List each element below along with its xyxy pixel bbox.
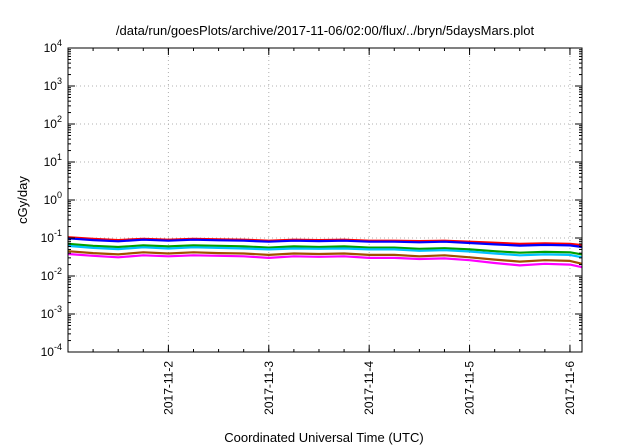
- y-tick-label: 10-3: [41, 304, 62, 321]
- y-tick-label: 100: [44, 190, 62, 207]
- series-line: [67, 237, 583, 249]
- y-axis-label: cGy/day: [15, 176, 30, 224]
- y-tick-label: 103: [44, 76, 62, 93]
- x-axis: 2017-11-2 2017-11-3 2017-11-4 2017-11-5 2017…: [67, 48, 577, 415]
- y-tick-label: 10-2: [41, 266, 62, 283]
- x-tick-label: 2017-11-3: [262, 361, 276, 415]
- series-layer: [67, 236, 583, 269]
- series-line: [67, 252, 583, 269]
- y-tick-label: 101: [44, 152, 62, 169]
- series-line: [67, 250, 583, 265]
- series-line: [67, 244, 583, 259]
- x-tick-label: 2017-11-6: [563, 361, 577, 415]
- x-tick-label: 2017-11-4: [362, 361, 376, 415]
- series-line: [67, 242, 583, 256]
- y-tick-label: 10-4: [41, 342, 62, 359]
- y-axis: 10-4 10-3 10-2 10-1 100 101 102 103 104: [41, 38, 582, 359]
- x-tick-label: 2017-11-2: [161, 361, 175, 415]
- y-tick-label: 104: [44, 38, 62, 55]
- grid: [68, 48, 582, 352]
- y-tick-label: 102: [44, 114, 62, 131]
- x-axis-label: Coordinated Universal Time (UTC): [224, 430, 423, 445]
- y-tick-label: 10-1: [41, 228, 62, 245]
- x-tick-label: 2017-11-5: [463, 361, 477, 415]
- chart-title: /data/run/goesPlots/archive/2017-11-06/0…: [116, 23, 535, 38]
